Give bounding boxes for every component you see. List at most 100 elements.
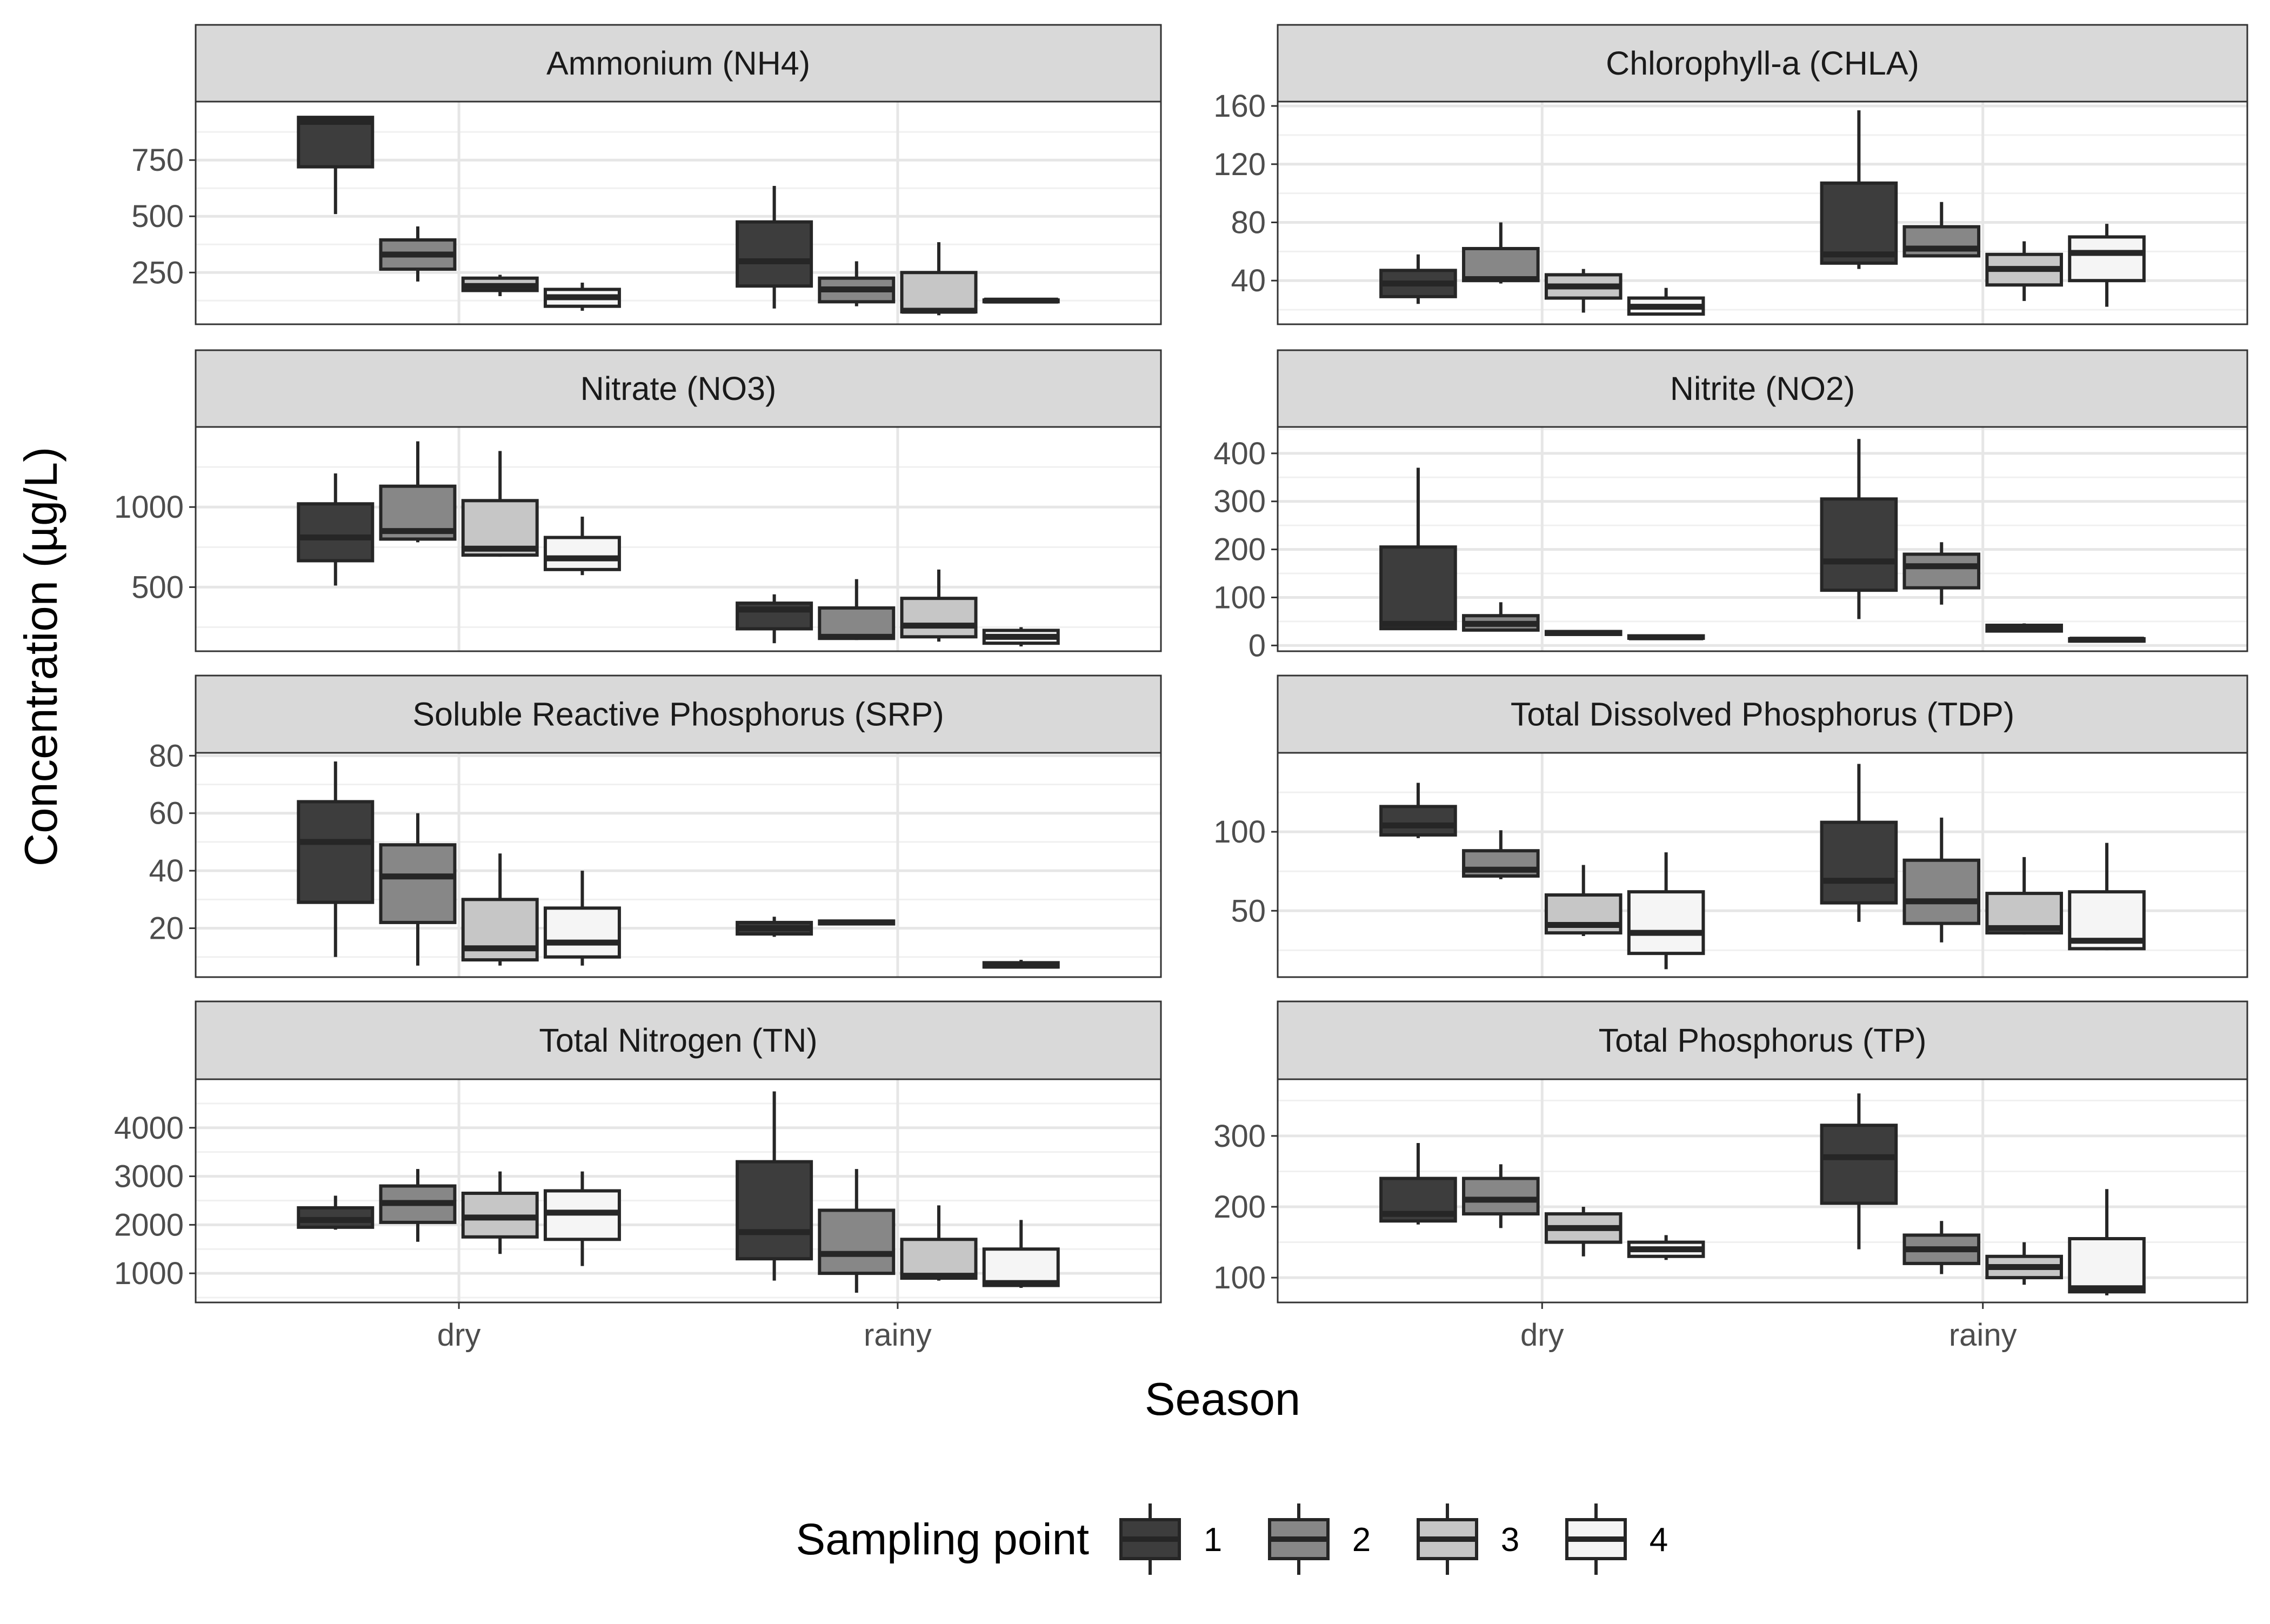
panel-title: Nitrate (NO3) <box>580 370 777 407</box>
panel-ammonium-nh4: Ammonium (NH4) 250 500 750 <box>131 24 1162 325</box>
box-rainy-point-3 <box>1985 241 2063 301</box>
box-body <box>1379 545 1457 631</box>
box-rainy-point-1 <box>1820 439 1898 619</box>
box-dry-point-3 <box>461 853 539 966</box>
box-dry-point-3 <box>461 275 539 296</box>
box-body <box>2068 1237 2146 1294</box>
box-dry-point-3 <box>1544 865 1623 937</box>
box-dry-point-1 <box>297 1195 375 1230</box>
y-tick-label: 200 <box>1213 1189 1266 1225</box>
box-rainy-point-1 <box>736 917 813 937</box>
box-dry-point-2 <box>379 813 457 966</box>
strip-nitrate-no3 <box>195 349 1162 428</box>
box-rainy-point-4 <box>2068 843 2146 951</box>
strip-nitrite-no2 <box>1277 349 2248 428</box>
box-body <box>2068 235 2146 283</box>
box-body <box>543 536 621 571</box>
box-rainy-point-2 <box>1902 1221 1981 1274</box>
panel-soluble-reactive-phosphorus-srp: Soluble Reactive Phosphorus (SRP) 20 40 60 8… <box>149 674 1162 978</box>
panel-nitrite-no2: Nitrite (NO2) 0 100 200 300 400 <box>1213 349 2248 663</box>
x-tick-label: dry <box>1520 1318 1564 1353</box>
box-rainy-point-4 <box>2068 224 2146 307</box>
panel-title: Chlorophyll-a (CHLA) <box>1606 45 1919 82</box>
legend-item-4: 4 <box>1565 1503 1668 1575</box>
box-rainy-point-4 <box>982 627 1060 647</box>
x-tick-label: dry <box>437 1318 481 1353</box>
box-dry-point-2 <box>1462 1164 1540 1228</box>
box-dry-point-4 <box>543 517 621 576</box>
box-dry-point-2 <box>1462 222 1540 284</box>
box-dry-point-3 <box>1544 630 1623 636</box>
x-axis-title: Season <box>1145 1374 1300 1425</box>
strip-ammonium-nh4 <box>195 24 1162 103</box>
box-dry-point-4 <box>1627 288 1705 316</box>
box-dry-point-2 <box>379 441 457 543</box>
box-dry-point-1 <box>1379 1143 1457 1225</box>
legend-item-2: 2 <box>1268 1503 1371 1575</box>
y-tick-label: 160 <box>1213 89 1266 124</box>
box-dry-point-1 <box>1379 467 1457 631</box>
strip-total-nitrogen-tn <box>195 1000 1162 1080</box>
y-tick-label: 50 <box>1231 893 1266 928</box>
box-rainy-point-1 <box>1820 764 1898 922</box>
y-tick-label: 500 <box>131 570 184 605</box>
box-dry-point-2 <box>1462 830 1540 879</box>
y-tick-label: 750 <box>131 143 184 178</box>
box-dry-point-4 <box>543 871 621 966</box>
box-rainy-point-2 <box>818 579 896 640</box>
box-body <box>297 502 375 563</box>
box-body <box>900 271 978 314</box>
y-tick-label: 3000 <box>114 1159 184 1194</box>
y-tick-label: 60 <box>149 796 184 831</box>
panel-nitrate-no3: Nitrate (NO3) 500 1000 <box>114 349 1162 652</box>
panel-chlorophyll-a-chla: Chlorophyll-a (CHLA) 40 80 120 160 <box>1213 24 2248 325</box>
box-dry-point-1 <box>1379 254 1457 304</box>
box-rainy-point-1 <box>736 1091 813 1281</box>
box-rainy-point-3 <box>900 242 978 316</box>
y-tick-label: 400 <box>1213 436 1266 471</box>
panel-border <box>195 101 1162 325</box>
box-body <box>1627 890 1705 955</box>
box-dry-point-4 <box>1627 1235 1705 1260</box>
panel-title: Total Nitrogen (TN) <box>539 1022 817 1059</box>
box-rainy-point-1 <box>736 186 813 309</box>
x-tick-label: rainy <box>864 1318 932 1353</box>
box-rainy-point-3 <box>1985 623 2063 633</box>
box-rainy-point-2 <box>1902 202 1981 258</box>
legend-label: 2 <box>1352 1521 1371 1559</box>
panel-title: Total Phosphorus (TP) <box>1599 1022 1927 1059</box>
box-body <box>1902 552 1981 590</box>
box-dry-point-1 <box>297 761 375 957</box>
panel-border <box>195 426 1162 652</box>
panel-border <box>1277 752 2248 978</box>
box-dry-point-1 <box>1379 783 1457 838</box>
y-tick-label: 300 <box>1213 1119 1266 1154</box>
y-tick-label: 500 <box>131 199 184 234</box>
box-body <box>1902 858 1981 925</box>
box-dry-point-2 <box>379 226 457 282</box>
box-dry-point-4 <box>543 283 621 311</box>
panel-total-dissolved-phosphorus-tdp: Total Dissolved Phosphorus (TDP) 50 100 <box>1213 674 2248 978</box>
box-body <box>543 906 621 959</box>
box-body <box>1462 1177 1540 1216</box>
y-tick-label: 120 <box>1213 147 1266 182</box>
y-tick-label: 300 <box>1213 484 1266 519</box>
box-dry-point-2 <box>1462 602 1540 632</box>
y-tick-label: 40 <box>1231 263 1266 298</box>
box-body <box>297 116 375 169</box>
box-body <box>900 1238 978 1280</box>
box-rainy-point-4 <box>982 297 1060 304</box>
y-tick-label: 250 <box>131 255 184 290</box>
box-body <box>1820 181 1898 265</box>
box-dry-point-1 <box>297 473 375 586</box>
legend-label: 3 <box>1501 1521 1519 1559</box>
y-tick-label: 2000 <box>114 1207 184 1242</box>
x-tick-label: rainy <box>1949 1318 2017 1353</box>
box-body <box>297 800 375 904</box>
box-rainy-point-3 <box>900 569 978 642</box>
y-tick-label: 4000 <box>114 1111 184 1146</box>
legend: Sampling point 1 2 3 4 <box>796 1503 1668 1575</box>
y-tick-label: 20 <box>149 911 184 946</box>
legend-title: Sampling point <box>796 1515 1090 1564</box>
